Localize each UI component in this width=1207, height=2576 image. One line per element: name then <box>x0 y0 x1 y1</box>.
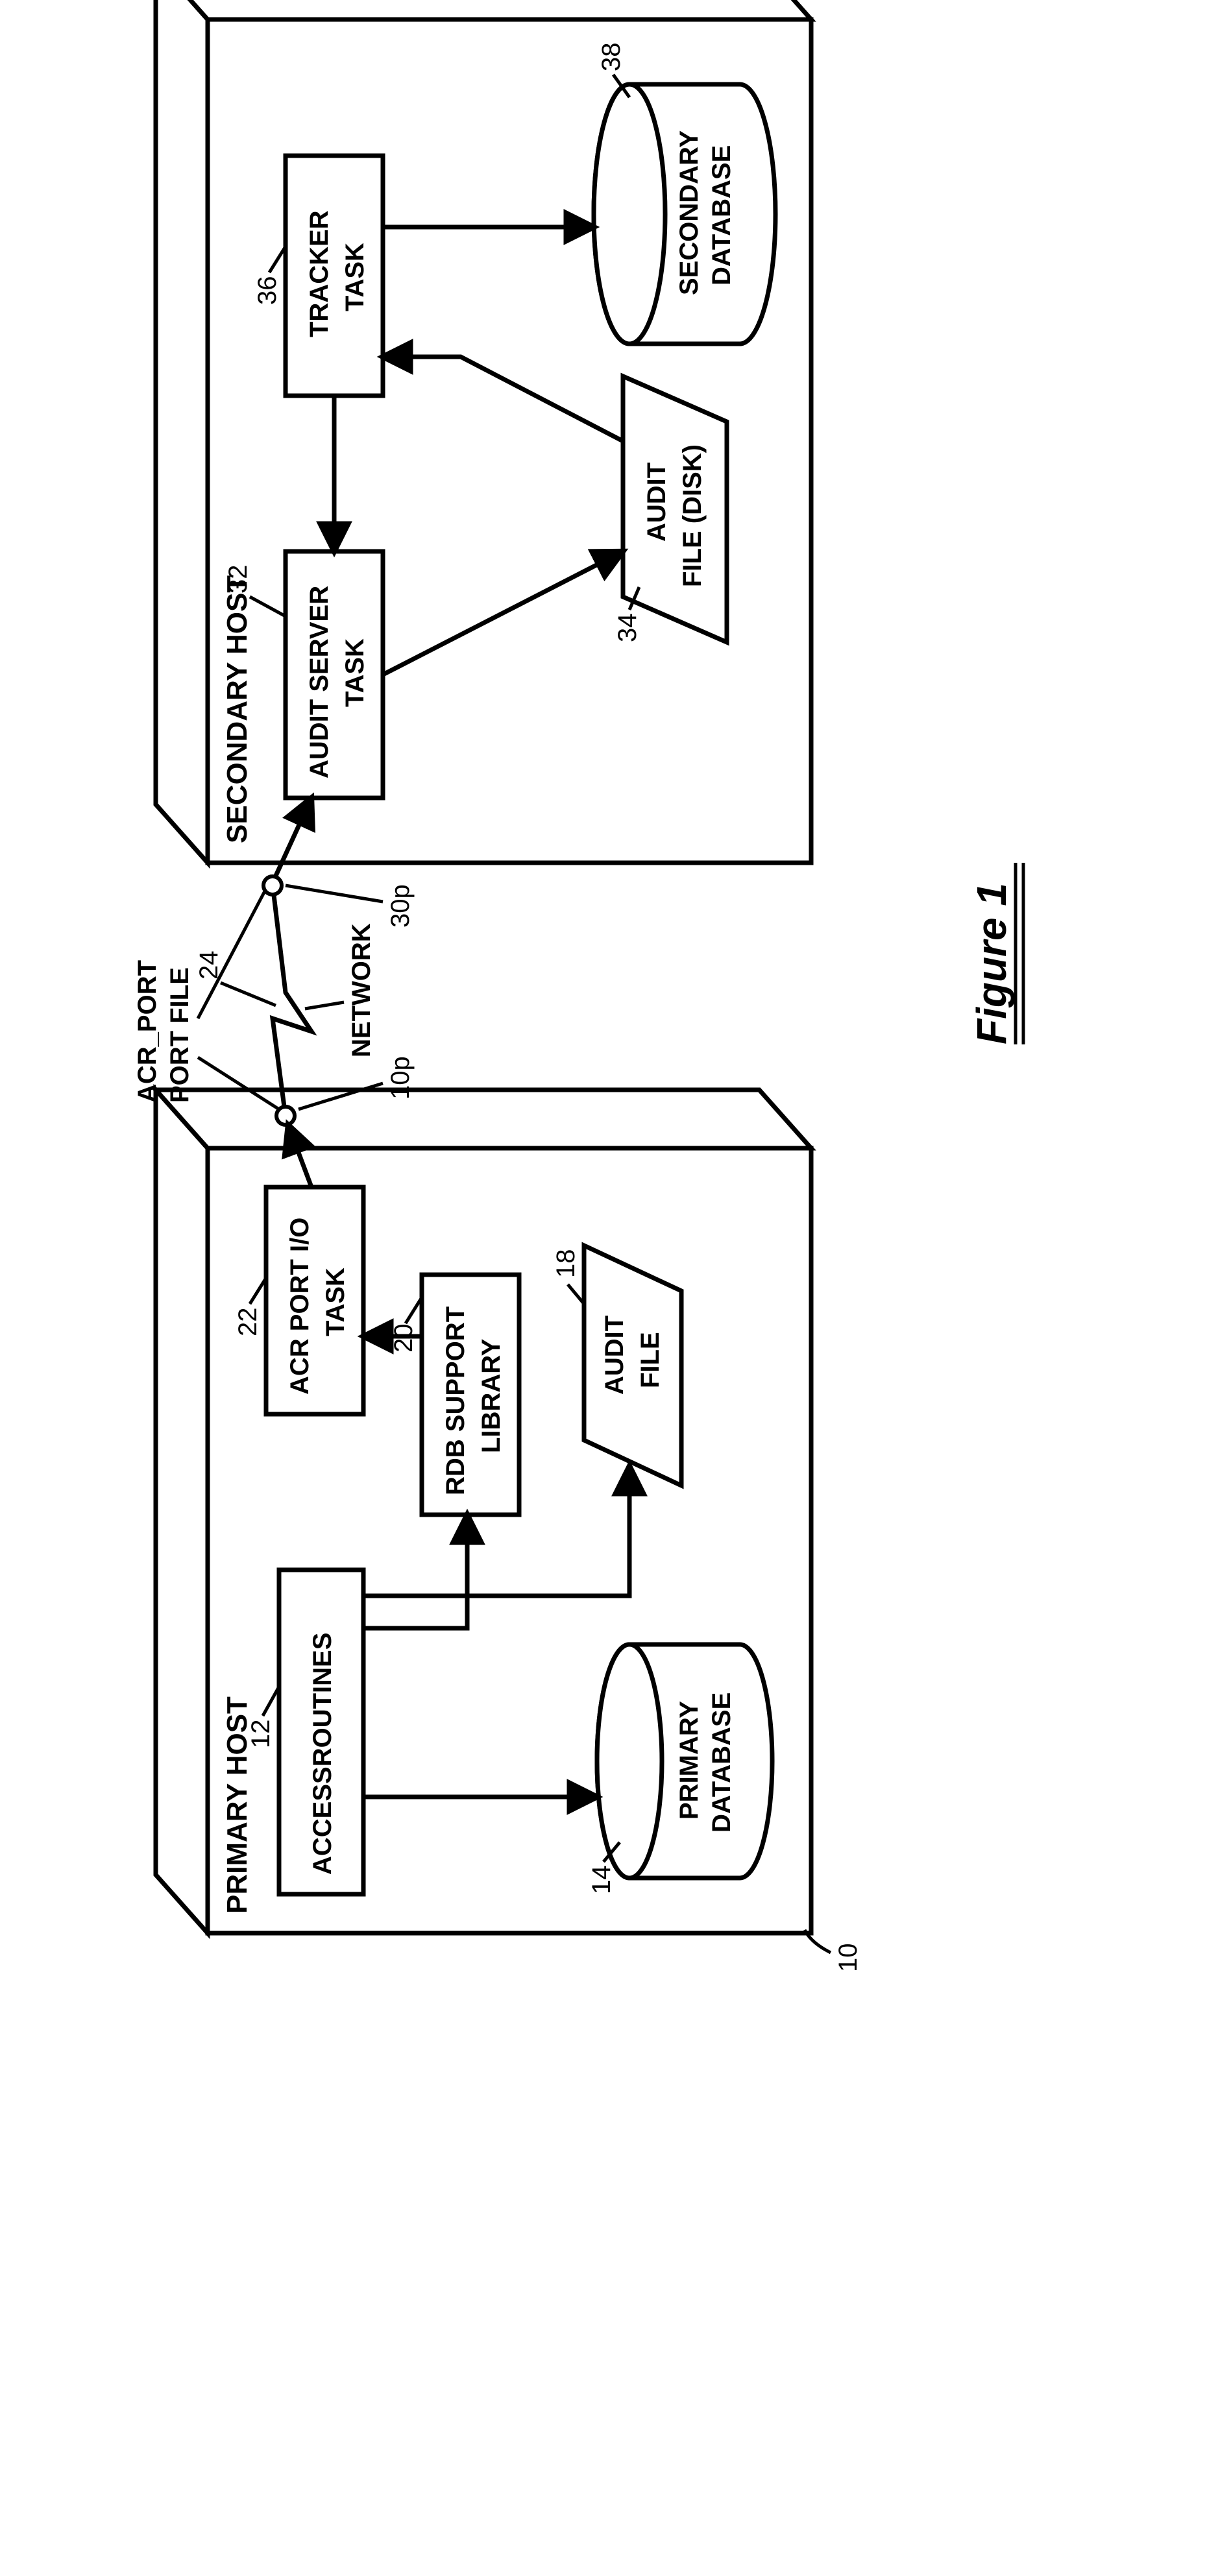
ref-10p: 10p <box>386 1056 415 1100</box>
ref-30p: 30p <box>386 884 415 928</box>
secondary-db-l2: DATABASE <box>707 145 736 285</box>
secondary-host-title: SECONDARY HOST <box>221 575 253 843</box>
audit-file-disk: AUDIT FILE (DISK) 34 <box>613 376 727 642</box>
acr-port-file-l1: ACR_PORT <box>133 960 162 1103</box>
figure-svg: PRIMARY HOST 10 ACCESSROUTINES 12 ACR PO… <box>117 0 1090 1979</box>
ref-36: 36 <box>253 276 282 306</box>
rdb-support-l2: LIBRARY <box>477 1338 506 1453</box>
page: PRIMARY HOST 10 ACCESSROUTINES 12 ACR PO… <box>0 0 1207 2576</box>
audit-server-l1: AUDIT SERVER <box>305 586 334 778</box>
network-label: NETWORK <box>347 923 376 1057</box>
tracker-l1: TRACKER <box>305 210 334 337</box>
rdb-support-l1: RDB SUPPORT <box>441 1306 470 1495</box>
port-30p <box>263 876 282 895</box>
tracker-l2: TASK <box>341 243 369 311</box>
primary-db-l1: PRIMARY <box>675 1701 703 1820</box>
primary-db: PRIMARY DATABASE 14 <box>587 1644 772 1894</box>
acr-port-io-l2: TASK <box>321 1268 350 1336</box>
port-10p <box>276 1107 295 1125</box>
ref-18: 18 <box>552 1249 580 1279</box>
network-link: NETWORK 24 ACR_PORT PORT FILE <box>133 889 376 1109</box>
figure-diagram: PRIMARY HOST 10 ACCESSROUTINES 12 ACR PO… <box>117 0 1090 1979</box>
ref-32: 32 <box>224 565 252 594</box>
ref-10: 10 <box>834 1944 862 1973</box>
audit-file-l1: AUDIT <box>600 1316 629 1395</box>
audit-file-disk-l1: AUDIT <box>642 463 671 542</box>
audit-file-l2: FILE <box>636 1332 664 1388</box>
secondary-db-l1: SECONDARY <box>675 130 703 295</box>
ref-14: 14 <box>587 1866 616 1895</box>
audit-server-l2: TASK <box>341 638 369 707</box>
audit-file-disk-l2: FILE (DISK) <box>678 444 707 587</box>
ref-12: 12 <box>247 1720 275 1749</box>
ref-34: 34 <box>613 614 642 643</box>
ref-38: 38 <box>597 43 626 72</box>
acr-port-file-l2: PORT FILE <box>165 967 194 1103</box>
ref-22: 22 <box>234 1308 262 1337</box>
primary-db-l2: DATABASE <box>707 1692 736 1833</box>
figure-caption: Figure 1 <box>968 883 1015 1044</box>
secondary-db: SECONDARY DATABASE 38 <box>594 43 775 344</box>
acr-port-io-l1: ACR PORT I/O <box>286 1218 314 1395</box>
accessroutines-label: ACCESSROUTINES <box>308 1633 337 1875</box>
